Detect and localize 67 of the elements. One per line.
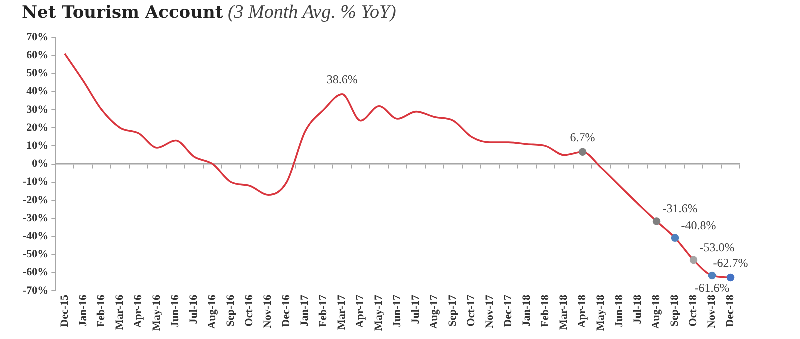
y-tick-label: -60%: [22, 266, 49, 279]
x-tick-label: Mar-17: [336, 294, 348, 330]
y-tick-label: 70%: [26, 31, 49, 44]
x-tick-label: Feb-18: [540, 294, 552, 328]
x-tick-label: Nov-17: [484, 294, 496, 329]
x-tick-label: Oct-18: [688, 294, 700, 327]
y-tick-label: 50%: [26, 68, 49, 80]
y-tick-label: -70%: [22, 284, 49, 297]
x-tick-label: Jun-18: [614, 294, 626, 328]
data-label: 6.7%: [570, 130, 596, 144]
point: [726, 274, 735, 282]
y-tick-label: 0%: [32, 158, 49, 170]
x-tick-label: Jun-17: [392, 294, 404, 328]
x-tick-label: Aug-17: [428, 294, 441, 330]
point: [671, 234, 680, 242]
x-tick-label: Oct-16: [244, 294, 256, 327]
chart-subtitle: (3 Month Avg. % YoY): [228, 2, 396, 23]
x-tick-label: Dec-15: [58, 294, 71, 328]
point: [690, 256, 698, 264]
x-tick-label: Feb-16: [96, 294, 108, 328]
chart-title: Net Tourism Account: [22, 3, 224, 23]
data-label: -53.0%: [700, 240, 735, 254]
x-tick-label: Apr-16: [132, 294, 145, 328]
data-label: 38.6%: [326, 72, 358, 87]
x-tick-label: Mar-18: [558, 294, 570, 330]
x-tick-label: Nov-18: [706, 294, 718, 329]
x-tick-label: Jul-17: [410, 294, 422, 324]
x-tick-label: Aug-16: [206, 294, 219, 330]
x-tick-label: Jul-16: [188, 294, 200, 324]
y-tick-label: -30%: [22, 212, 49, 224]
y-tick-label: 20%: [26, 122, 49, 134]
x-tick-label: Dec-18: [724, 294, 737, 328]
y-tick-label: 10%: [26, 140, 49, 152]
data-label: -31.6%: [662, 202, 698, 216]
data-label: -61.6%: [694, 280, 730, 295]
x-tick-label: Dec-17: [502, 294, 515, 328]
point: [578, 148, 587, 156]
y-tick-label: 60%: [26, 50, 49, 62]
y-tick-label: -20%: [22, 194, 49, 206]
x-tick-label: Nov-16: [262, 294, 274, 329]
x-tick-label: Jan-18: [521, 294, 534, 327]
x-tick-label: Mar-16: [114, 294, 126, 330]
y-tick-label: -10%: [22, 176, 49, 188]
y-tick-label: -50%: [22, 248, 49, 261]
x-tick-label: Feb-17: [318, 294, 330, 328]
x-tick-label: Jul-18: [632, 294, 644, 324]
x-tick-label: Jun-16: [170, 294, 182, 328]
y-tick-label: 30%: [26, 104, 49, 116]
point: [708, 272, 716, 280]
x-tick-label: Sep-16: [225, 294, 238, 327]
y-tick-label: -40%: [22, 230, 49, 243]
x-tick-label: Dec-16: [280, 294, 293, 328]
x-tick-label: May-17: [373, 294, 386, 331]
data-label: -62.7%: [713, 256, 748, 270]
x-tick-label: Aug-18: [650, 294, 663, 330]
x-tick-label: Sep-17: [447, 294, 460, 327]
y-tick-label: 40%: [26, 86, 49, 98]
data-label: -40.8%: [681, 218, 716, 232]
x-tick-label: May-16: [151, 294, 164, 331]
x-tick-label: Oct-17: [466, 294, 478, 327]
x-tick-label: Sep-18: [669, 294, 682, 327]
x-tick-label: May-18: [595, 294, 608, 331]
x-tick-label: Jan-17: [299, 294, 312, 327]
x-tick-label: Jan-16: [77, 294, 90, 327]
point: [652, 218, 661, 226]
x-tick-label: Apr-18: [576, 294, 589, 328]
x-tick-label: Apr-17: [354, 294, 367, 328]
